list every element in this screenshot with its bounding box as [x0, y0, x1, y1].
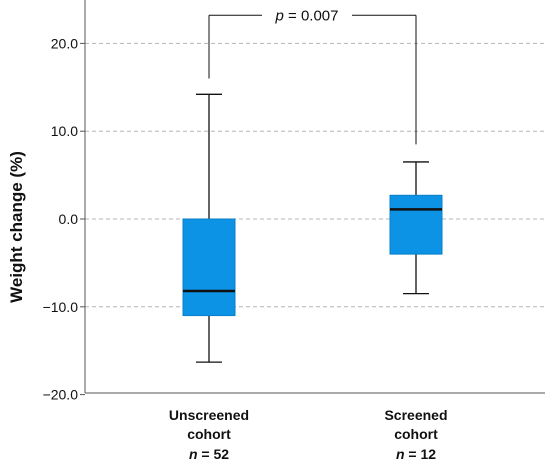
iqr-box: [182, 218, 236, 317]
n-symbol: n: [189, 446, 198, 462]
sample-size-label: n = 52: [189, 446, 229, 462]
category-label-line: cohort: [394, 426, 438, 442]
p-symbol: p: [275, 7, 284, 24]
category-label-line: Unscreened: [169, 407, 249, 423]
p-value-label: p = 0.007: [275, 7, 339, 24]
y-tick-label: 20.0: [51, 35, 78, 51]
iqr-box: [389, 194, 443, 255]
gridlines: [85, 42, 545, 308]
n-value: = 12: [405, 446, 437, 462]
n-value: = 52: [198, 446, 230, 462]
n-symbol: n: [396, 446, 405, 462]
category-label-line: Screened: [384, 407, 447, 423]
boxplot-series: [182, 93, 443, 363]
box-group: [389, 161, 443, 295]
y-tick-label: −10.0: [43, 299, 79, 315]
y-axis-label: Weight change (%): [7, 151, 26, 303]
y-tick-label: −20.0: [43, 387, 79, 403]
category-label-line: cohort: [187, 426, 231, 442]
box-group: [182, 93, 236, 363]
y-tick-labels: −20.0 −10.0 0.0 10.0 20.0: [43, 35, 79, 402]
y-tick-label: 10.0: [51, 123, 78, 139]
y-tick-label: 0.0: [59, 211, 79, 227]
axes: [80, 0, 545, 396]
category-labels: Unscreened cohort n = 52 Screened cohort n = …: [169, 407, 448, 462]
sample-size-label: n = 12: [396, 446, 436, 462]
significance-annotation: p = 0.007: [208, 7, 417, 145]
p-value: = 0.007: [284, 7, 339, 24]
